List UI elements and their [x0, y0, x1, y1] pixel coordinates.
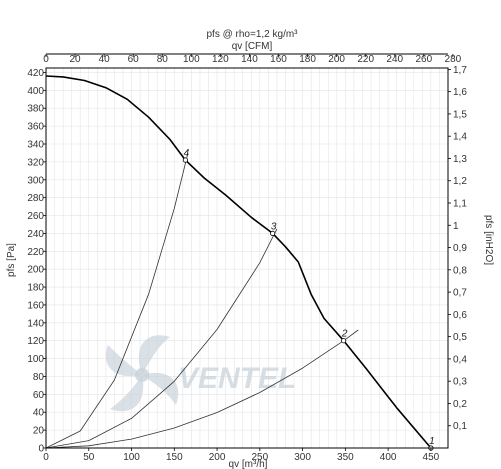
operating-point-marker — [270, 230, 276, 237]
y-tick-label: 340 — [27, 140, 44, 151]
y-tick-label: 40 — [33, 408, 45, 419]
x-tick-label: 350 — [337, 452, 354, 463]
x-tick-label: 150 — [166, 452, 183, 463]
x2-tick-label: 120 — [212, 54, 229, 65]
operating-point-marker — [341, 338, 347, 344]
y-axis-title: pfs [Pa] — [6, 243, 17, 277]
curves: 1 2 3 4 — [45, 75, 435, 451]
y2-tick-label: 0,5 — [453, 332, 467, 343]
y-tick-label: 80 — [33, 372, 45, 383]
x2-tick-label: 160 — [270, 54, 287, 65]
x2-tick-label: 60 — [128, 54, 140, 65]
y-tick-label: 180 — [27, 283, 44, 294]
x2-tick-label: 180 — [299, 54, 316, 65]
x2-tick-label: 40 — [99, 54, 111, 65]
plot-area-border — [45, 67, 449, 449]
y-tick-label: 420 — [27, 68, 44, 79]
operating-point-label: 4 — [184, 148, 190, 159]
x2-tick-label: 260 — [415, 54, 432, 65]
y2-tick-label: 1,7 — [453, 65, 467, 76]
y2-tick-label: 0,6 — [453, 310, 467, 321]
y-tick-label: 0 — [38, 444, 44, 455]
y2-axis-title: pfs [inH2O] — [483, 215, 494, 265]
system-curve-line-3 — [45, 152, 189, 449]
system-curve-line-1 — [45, 329, 359, 449]
y2-tick-label: 0,8 — [453, 265, 467, 276]
x2-tick-label: 80 — [157, 54, 169, 65]
y-tick-label: 160 — [27, 300, 44, 311]
y-tick-label: 360 — [27, 122, 44, 133]
x-tick-label: 450 — [423, 452, 440, 463]
x-tick-label: 50 — [83, 452, 95, 463]
x-tick-label: 300 — [294, 452, 311, 463]
y2-tick-label: 1,1 — [453, 199, 467, 210]
tick-labels: 0 50 100 150 200 250 300 350 400 4500204060801001… — [27, 54, 467, 463]
x-axis-title: qv [m³/h] — [229, 459, 268, 469]
y-tick-label: 200 — [27, 265, 44, 276]
y2-tick-label: 1 — [453, 221, 459, 232]
y2-tick-label: 0,2 — [453, 399, 467, 410]
y2-tick-label: 0,3 — [453, 377, 467, 388]
x-tick-label: 400 — [380, 452, 397, 463]
operating-point-label: 2 — [341, 329, 348, 340]
y2-tick-label: 1,5 — [453, 109, 467, 120]
y-tick-label: 320 — [27, 157, 44, 168]
x2-tick-label: 280 — [445, 54, 462, 65]
y-tick-label: 240 — [27, 229, 44, 240]
y2-tick-label: 1,2 — [453, 176, 467, 187]
y-tick-label: 20 — [33, 426, 45, 437]
x-tick-label: 250 — [251, 452, 268, 463]
system-curve-line-2 — [45, 228, 278, 449]
y2-tick-label: 1,4 — [453, 132, 467, 143]
x2-tick-label: 200 — [328, 54, 345, 65]
y-tick-label: 260 — [27, 211, 44, 222]
x2-tick-label: 140 — [241, 54, 258, 65]
y2-tick-label: 0,7 — [453, 288, 467, 299]
y-tick-label: 140 — [27, 318, 44, 329]
y-tick-label: 100 — [27, 354, 44, 365]
x2-tick-label: 100 — [183, 54, 200, 65]
x2-tick-label: 0 — [43, 54, 49, 65]
operating-point-label: 3 — [271, 221, 277, 232]
fan-curve-line — [45, 75, 432, 449]
operating-point-marker — [182, 157, 189, 163]
plot-frame — [43, 53, 454, 451]
x-tick-label: 100 — [123, 452, 140, 463]
watermark-logo: VENTEL — [105, 335, 296, 412]
x2-tick-label: 240 — [386, 54, 403, 65]
y2-tick-label: 1,3 — [453, 154, 467, 165]
y-tick-label: 300 — [27, 175, 44, 186]
y-tick-label: 400 — [27, 86, 44, 97]
y2-tick-label: 0,4 — [453, 354, 467, 365]
fan-logo-icon — [105, 335, 179, 412]
chart-title: pfs @ rho=1,2 kg/m³ — [206, 29, 298, 40]
x2-tick-label: 20 — [70, 54, 82, 65]
y-tick-label: 380 — [27, 104, 44, 115]
x2-tick-label: 220 — [357, 54, 374, 65]
y2-tick-label: 1,6 — [453, 87, 467, 98]
watermark-text: VENTEL — [178, 362, 296, 395]
y-tick-label: 220 — [27, 247, 44, 258]
y-tick-label: 120 — [27, 336, 44, 347]
x-tick-label: 200 — [209, 452, 226, 463]
y-tick-label: 280 — [27, 193, 44, 204]
y-tick-label: 60 — [33, 390, 45, 401]
y2-tick-label: 0,1 — [453, 421, 467, 432]
operating-point-label: 1 — [429, 436, 435, 447]
x-tick-label: 0 — [43, 452, 49, 463]
y2-tick-label: 0,9 — [453, 243, 467, 254]
x2-axis-title: qv [CFM] — [232, 41, 273, 52]
